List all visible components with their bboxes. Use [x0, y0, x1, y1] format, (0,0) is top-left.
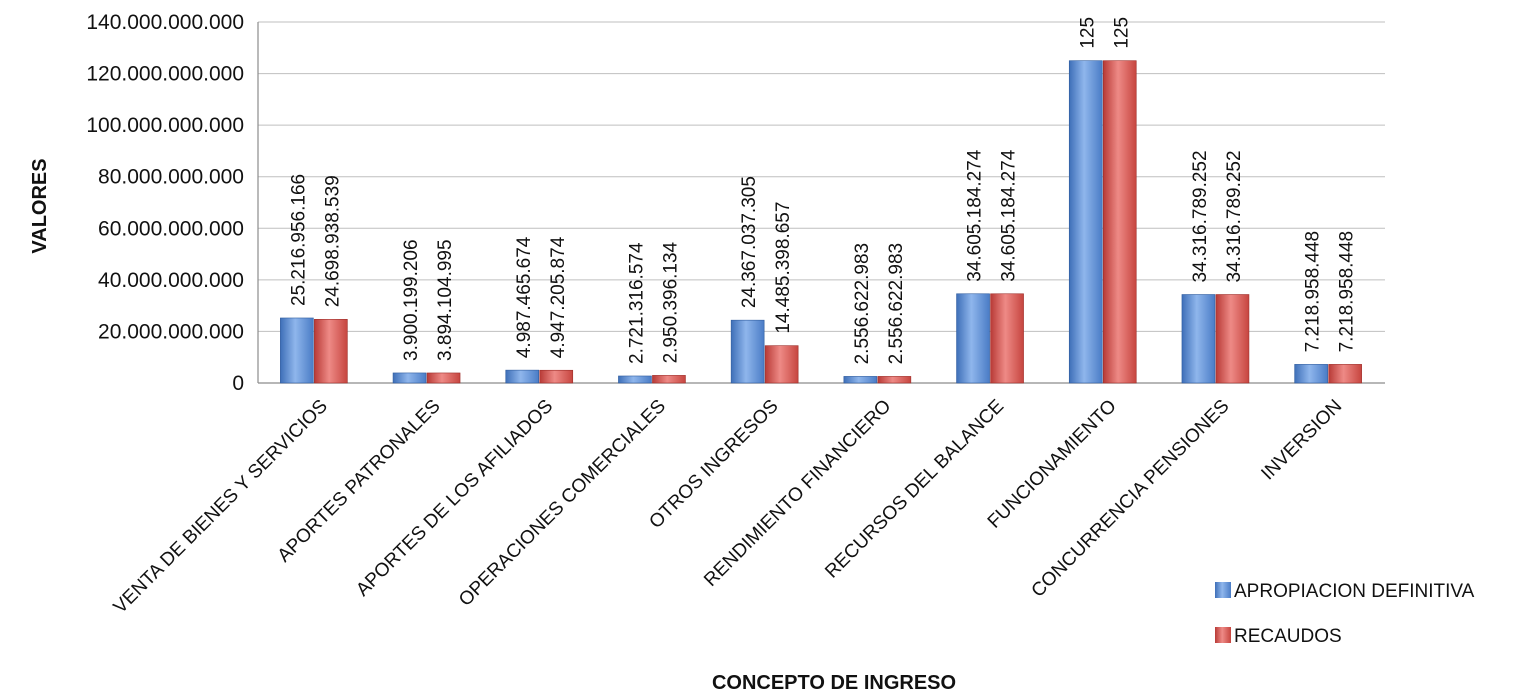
- data-label: 3.900.199.206: [401, 239, 422, 361]
- data-label: 125: [1077, 17, 1098, 49]
- bar-recaudos: [1328, 364, 1362, 384]
- bar-apropiacion: [505, 369, 540, 384]
- legend-item-recaudos: RECAUDOS: [1215, 626, 1342, 647]
- x-tick-label: OTROS INGRESOS: [645, 396, 782, 533]
- data-label: 34.605.184.274: [999, 149, 1020, 282]
- y-tick-label: 100.000.000.000: [86, 114, 244, 137]
- bar-apropiacion: [618, 375, 652, 384]
- bars: [280, 60, 1362, 384]
- bar-recaudos: [1102, 60, 1137, 384]
- data-labels: 25.216.956.166 24.698.938.539 3.900.199.20…: [288, 17, 1357, 364]
- y-tick-label: 60.000.000.000: [98, 217, 244, 240]
- y-tick-label: 40.000.000.000: [98, 269, 244, 292]
- x-tick-label: APORTES DE LOS AFILIADOS: [352, 396, 557, 601]
- x-tick-label: VENTA DE BIENES Y SERVICIOS: [110, 396, 332, 618]
- x-axis-title: CONCEPTO DE INGRESO: [712, 672, 956, 694]
- y-axis-title: VALORES: [29, 158, 51, 253]
- y-tick-label: 20.000.000.000: [98, 320, 244, 343]
- legend-item-apropiacion: APROPIACION DEFINITIVA: [1215, 581, 1475, 602]
- x-tick-label: RENDIMIENTO FINANCIERO: [700, 396, 895, 591]
- data-label: 125: [1111, 17, 1132, 49]
- x-tick-label: INVERSION: [1257, 396, 1346, 485]
- bar-apropiacion: [843, 376, 878, 384]
- bar-apropiacion: [1181, 294, 1216, 384]
- data-label: 4.947.205.874: [548, 236, 569, 358]
- x-tick-label: FUNCIONAMIENTO: [984, 396, 1121, 533]
- data-label: 2.950.396.134: [660, 241, 681, 363]
- legend-label-recaudos: RECAUDOS: [1234, 626, 1342, 647]
- data-label: 2.556.622.983: [852, 243, 873, 365]
- legend: APROPIACION DEFINITIVA RECAUDOS: [1215, 581, 1475, 647]
- x-tick-label: OPERACIONES COMERCIALES: [455, 396, 670, 611]
- bar-recaudos: [1215, 294, 1250, 384]
- data-label: 34.605.184.274: [965, 149, 986, 282]
- bar-apropiacion: [730, 319, 765, 384]
- data-label: 7.218.958.448: [1303, 231, 1324, 353]
- y-axis-ticks: 0 20.000.000.000 40.000.000.000 60.000.000.…: [86, 11, 244, 395]
- bar-recaudos: [990, 293, 1024, 384]
- data-label: 24.367.037.305: [739, 176, 760, 308]
- bar-recaudos: [426, 372, 461, 384]
- bar-recaudos: [764, 345, 799, 384]
- bar-recaudos: [314, 319, 348, 384]
- data-label: 2.556.622.983: [886, 243, 907, 365]
- legend-label-apropiacion: APROPIACION DEFINITIVA: [1234, 581, 1475, 602]
- y-tick-label: 80.000.000.000: [98, 166, 244, 189]
- bar-apropiacion: [956, 293, 990, 384]
- bar-apropiacion: [280, 317, 314, 384]
- bar-apropiacion: [392, 372, 427, 384]
- bar-recaudos: [652, 375, 686, 384]
- legend-swatch-apropiacion: [1215, 582, 1231, 598]
- x-tick-label: RECURSOS DEL BALANCE: [821, 396, 1008, 583]
- bar-recaudos: [877, 376, 912, 384]
- data-label: 25.216.956.166: [288, 174, 309, 306]
- data-label: 3.894.104.995: [435, 239, 456, 361]
- bar-recaudos: [539, 369, 574, 384]
- data-label: 14.485.398.657: [773, 202, 794, 334]
- data-label: 34.316.789.252: [1190, 150, 1211, 282]
- data-label: 7.218.958.448: [1337, 231, 1358, 353]
- y-tick-label: 140.000.000.000: [86, 11, 244, 34]
- data-label: 4.987.465.674: [514, 236, 535, 358]
- x-tick-label: CONCURRENCIA PENSIONES: [1028, 396, 1234, 602]
- legend-swatch-recaudos: [1215, 627, 1231, 643]
- data-label: 2.721.316.574: [626, 242, 647, 364]
- data-label: 24.698.938.539: [322, 175, 343, 307]
- y-tick-label: 0: [232, 372, 244, 395]
- bar-apropiacion: [1068, 60, 1103, 384]
- y-tick-label: 120.000.000.000: [86, 63, 244, 86]
- data-label: 34.316.789.252: [1224, 150, 1245, 282]
- bar-apropiacion: [1294, 364, 1328, 384]
